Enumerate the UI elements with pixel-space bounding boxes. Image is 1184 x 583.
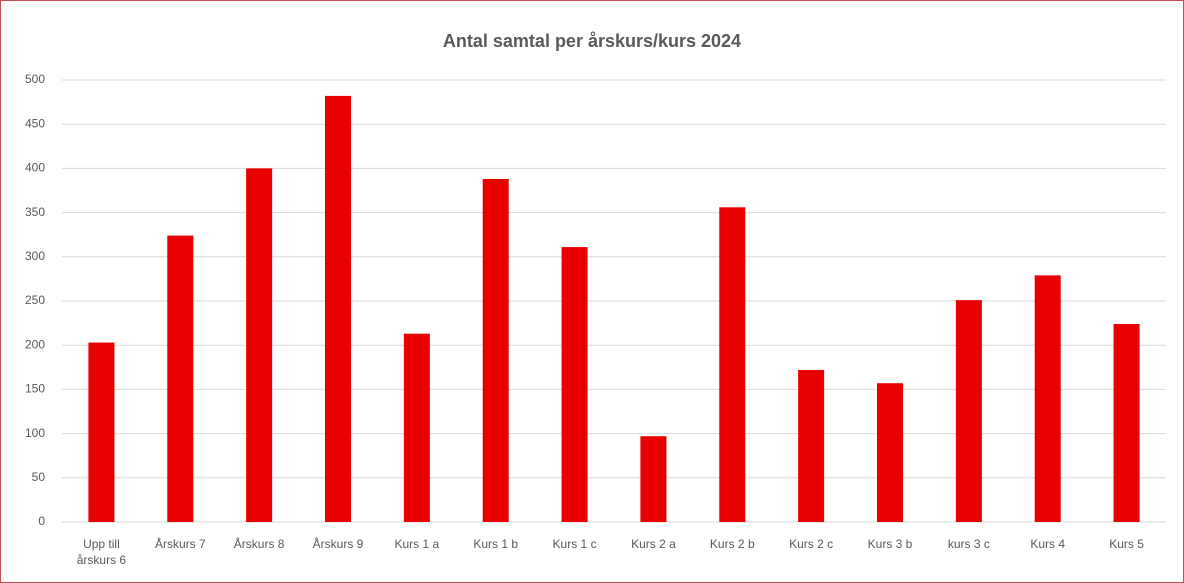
x-tick-label: Kurs 2 b: [709, 537, 755, 551]
chart-title: Antal samtal per årskurs/kurs 2024: [443, 31, 741, 51]
bar: [719, 207, 746, 522]
x-tick-label: Kurs 4: [1030, 537, 1066, 551]
bar: [246, 168, 273, 522]
x-tick-label: Upp till årskurs 6: [76, 537, 127, 567]
x-tick-label: Årskurs 9: [312, 537, 364, 551]
bar: [798, 369, 825, 522]
bar: [561, 247, 588, 523]
x-tick-label: Årskurs 8: [233, 537, 285, 551]
bar: [1113, 323, 1140, 522]
bar: [955, 300, 982, 522]
y-tick-label: 50: [32, 470, 46, 484]
bar: [640, 436, 667, 522]
bar: [482, 179, 509, 522]
bar: [403, 333, 430, 522]
y-tick-label: 0: [38, 514, 45, 528]
y-tick-label: 500: [25, 72, 45, 86]
y-tick-label: 150: [25, 382, 45, 396]
bar: [324, 95, 352, 523]
x-tick-label: Kurs 3 b: [867, 537, 913, 551]
bar: [1034, 275, 1061, 522]
y-tick-label: 250: [25, 293, 45, 307]
x-tick-label: Kurs 5: [1109, 537, 1144, 551]
x-tick-label: Kurs 1 b: [473, 537, 519, 551]
x-tick-label: Kurs 2 a: [631, 537, 676, 551]
bar: [876, 383, 904, 522]
x-tick-label: Kurs 2 c: [789, 537, 834, 551]
bar: [167, 235, 194, 523]
x-tick-label: Kurs 1 c: [552, 537, 597, 551]
y-tick-label: 100: [25, 426, 45, 440]
x-tick-label: Årskurs 7: [154, 537, 206, 551]
x-tick-label: Kurs 1 a: [394, 537, 440, 551]
y-tick-label: 400: [25, 161, 45, 175]
bar: [88, 342, 115, 522]
y-tick-label: 200: [25, 337, 45, 351]
x-tick-label: kurs 3 c: [947, 537, 990, 551]
y-tick-label: 350: [25, 205, 45, 219]
y-tick-label: 300: [25, 249, 45, 263]
y-tick-label: 450: [25, 116, 45, 130]
